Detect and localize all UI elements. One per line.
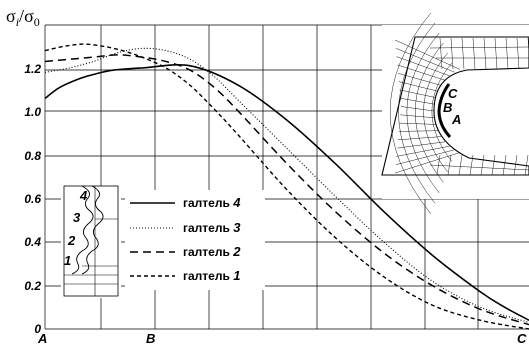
mesh-line — [397, 73, 442, 86]
mesh-line — [527, 37, 529, 57]
mesh-line — [505, 37, 509, 70]
y-tick-label: 1.0 — [24, 105, 41, 119]
mesh-line — [396, 56, 450, 77]
mesh-line — [472, 37, 476, 70]
mesh-line — [483, 37, 487, 70]
mesh-line — [400, 114, 435, 119]
mesh-line — [398, 81, 439, 92]
mesh-line — [429, 46, 529, 49]
mesh-line — [399, 89, 436, 98]
legend-item: галтель 1 — [130, 268, 240, 283]
legend-label: галтель 3 — [183, 220, 241, 235]
mesh-line — [395, 48, 455, 73]
mesh-line — [447, 154, 452, 176]
mesh-line — [494, 37, 498, 70]
y-axis-label-symbol: σ — [6, 6, 16, 26]
mesh-line — [513, 154, 518, 176]
legend-item: галтель 2 — [130, 244, 241, 259]
legend-item: галтель 3 — [130, 220, 241, 235]
y-axis-label-slash: / — [19, 6, 24, 26]
fillet-mesh — [389, 12, 529, 215]
mesh-line — [439, 37, 443, 70]
thread-label-4: 4 — [79, 188, 88, 203]
mesh-line — [423, 52, 448, 173]
y-tick-label: 0 — [34, 322, 41, 336]
thread-profile-line — [81, 185, 104, 275]
mesh-line — [480, 154, 485, 176]
mesh-line — [394, 152, 461, 174]
mesh-line — [524, 154, 529, 176]
mesh-line — [394, 39, 461, 70]
mesh-line — [502, 154, 507, 176]
mesh-line — [415, 42, 444, 183]
mesh-line — [429, 164, 529, 171]
mesh-line — [461, 37, 465, 70]
mesh-line — [491, 154, 496, 176]
y-tick-label: 1.2 — [24, 62, 41, 76]
y-axis-label-denominator-sub: 0 — [34, 15, 40, 29]
y-axis-label-numerator-sub: i — [16, 15, 19, 29]
legend-label: галтель 2 — [183, 244, 241, 259]
y-tick-label: 0.8 — [24, 149, 41, 163]
series-line-1 — [44, 43, 529, 330]
thread-profile-line-inner — [71, 185, 94, 275]
fillet-outline — [381, 36, 529, 176]
mesh-line — [400, 106, 435, 112]
fillet-label-c: C — [448, 86, 458, 101]
mesh-line — [399, 122, 436, 125]
y-axis-label: σi/σ0 — [6, 6, 40, 29]
y-tick-label: 0.2 — [24, 279, 41, 293]
mesh-line — [398, 22, 436, 204]
thread-label-1: 1 — [64, 253, 71, 268]
x-tick-label-c: C — [517, 331, 527, 345]
thread-profile-inset: 4 3 2 1 — [61, 185, 121, 298]
mesh-line — [397, 136, 442, 141]
fillet-label-a: A — [451, 112, 461, 127]
mesh-line — [395, 149, 455, 165]
legend-label: галтель 4 — [183, 195, 241, 210]
legend-item: галтель 4 — [130, 195, 241, 210]
legend: галтель 4 галтель 3 галтель 2 галтель 1 — [125, 190, 265, 290]
y-tick-label: 0.6 — [24, 192, 41, 206]
mesh-line — [458, 154, 463, 176]
y-tick-label: 0.4 — [24, 235, 41, 249]
x-tick-labels: A B C — [37, 331, 527, 345]
fillet-highlight-arc — [437, 83, 452, 139]
mesh-line — [398, 130, 439, 132]
mesh-line — [406, 32, 440, 194]
y-axis-label-denominator: σ — [24, 6, 34, 26]
series-line-2 — [44, 54, 529, 326]
thread-frame — [63, 185, 119, 297]
mesh-line — [397, 64, 446, 81]
fillet-label-b: B — [443, 100, 452, 115]
x-tick-label-b: B — [146, 331, 155, 345]
mesh-line — [516, 37, 520, 70]
mesh-line — [389, 12, 431, 215]
series-layer — [44, 43, 529, 330]
mesh-line — [436, 154, 441, 176]
mesh-line — [396, 145, 450, 157]
mesh-line — [431, 62, 452, 162]
thread-label-3: 3 — [73, 210, 81, 225]
x-tick-label-a: A — [37, 331, 47, 345]
mesh-line — [397, 141, 446, 149]
series-line-4 — [44, 64, 529, 322]
mesh-line — [450, 37, 454, 70]
fillet-mesh-inset: C B A — [381, 12, 529, 215]
thread-label-2: 2 — [67, 233, 76, 248]
legend-label: галтель 1 — [183, 268, 240, 283]
y-tick-labels: 0 0.2 0.4 0.6 0.8 1.0 1.2 — [24, 62, 41, 336]
mesh-line — [400, 97, 435, 105]
